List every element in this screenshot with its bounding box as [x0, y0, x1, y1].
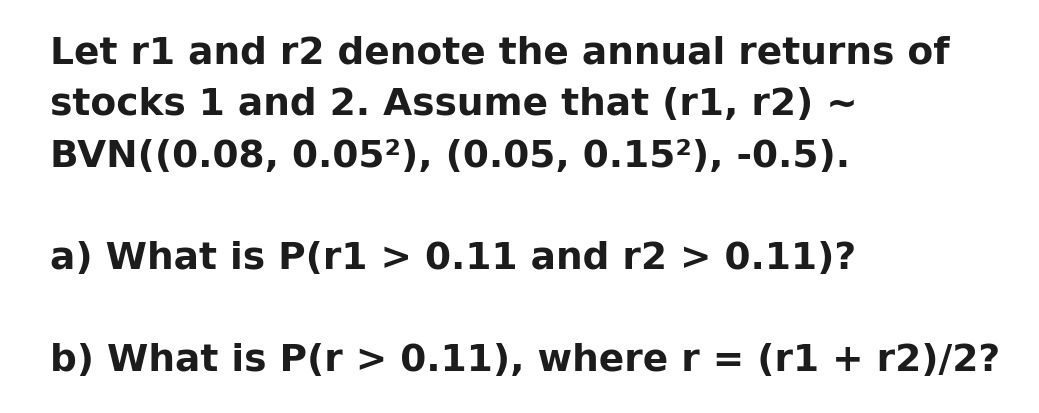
Text: stocks 1 and 2. Assume that (r1, r2) ~: stocks 1 and 2. Assume that (r1, r2) ~ [50, 87, 858, 123]
Text: BVN((0.08, 0.05²), (0.05, 0.15²), -0.5).: BVN((0.08, 0.05²), (0.05, 0.15²), -0.5). [50, 139, 850, 175]
Text: Let r1 and r2 denote the annual returns of: Let r1 and r2 denote the annual returns … [50, 35, 950, 71]
Text: a) What is P(r1 > 0.11 and r2 > 0.11)?: a) What is P(r1 > 0.11 and r2 > 0.11)? [50, 240, 856, 276]
Text: b) What is P(r > 0.11), where r = (r1 + r2)/2?: b) What is P(r > 0.11), where r = (r1 + … [50, 342, 1001, 378]
